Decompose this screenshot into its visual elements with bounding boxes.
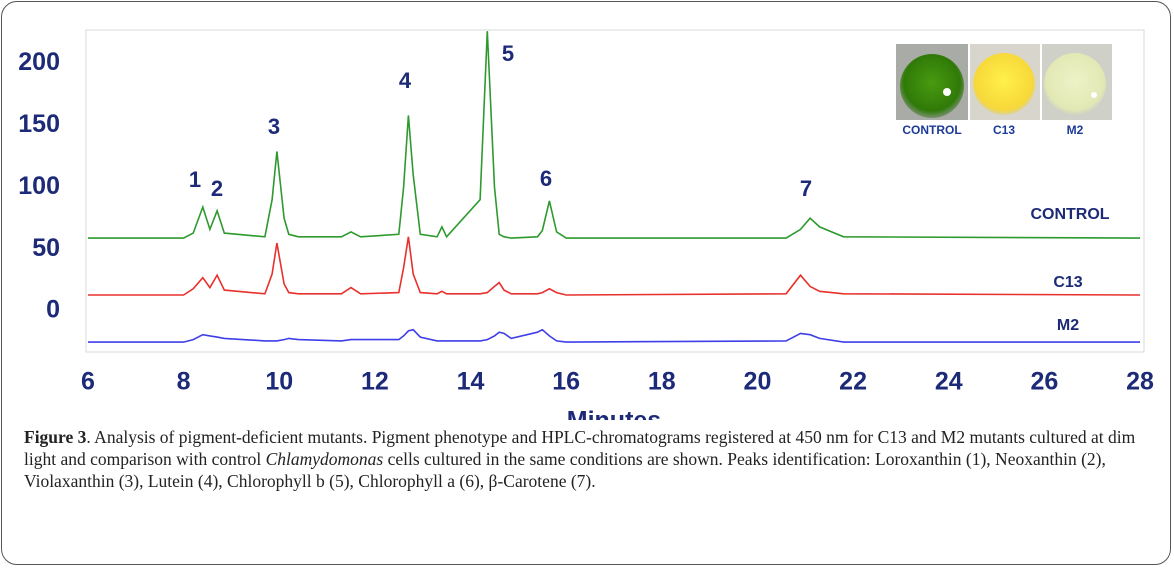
peak-label: 5 [502,41,514,66]
inset-control [900,54,964,118]
peak-label: 7 [800,176,812,201]
plot-frame [85,29,1145,353]
y-tick-label: 50 [32,234,60,262]
x-tick-label: 6 [81,368,95,396]
inset-label: C13 [993,123,1015,137]
inset-m2 [1044,53,1106,115]
peak-label: 2 [211,176,223,201]
x-tick-label: 12 [361,368,389,396]
x-tick-label: 20 [744,368,772,396]
peak-label: 6 [540,166,552,191]
inset-c13 [973,53,1035,115]
y-tick-label: 0 [46,296,60,324]
caption-text: cells cultured in the same conditions ar… [24,449,1106,491]
x-tick-label: 14 [457,368,485,396]
series-label: CONTROL [1030,206,1109,223]
x-tick-label: 8 [177,368,191,396]
x-tick-label: 28 [1126,368,1154,396]
y-tick-label: 100 [18,172,60,200]
caption-italic: Chlamydomonas [265,449,384,469]
inset-highlight [943,88,951,96]
y-tick-label: 200 [18,48,60,76]
x-axis-label: Minutes [567,407,661,420]
x-tick-label: 18 [648,368,676,396]
x-tick-label: 26 [1030,368,1058,396]
caption-text: . Analysis of pigment-deficient mutants.… [24,427,1136,469]
series-line [88,236,1141,296]
y-tick-label: 150 [18,110,60,138]
peak-label: 4 [399,68,412,93]
series-label: C13 [1053,274,1082,291]
series-label: M2 [1057,317,1079,334]
series-line [88,31,1141,239]
chart: 0501001502006810121416182022242628Minute… [18,29,1154,420]
series-line [88,328,1140,343]
caption-label: Figure 3 [24,427,87,447]
caption: Figure 3. Analysis of pigment-deficient … [24,426,1144,492]
inset-label: CONTROL [902,123,961,137]
peak-label: 1 [189,167,201,192]
inset-highlight [1091,92,1097,98]
inset-label: M2 [1067,123,1084,137]
x-tick-label: 24 [935,368,963,396]
x-tick-label: 10 [265,368,293,396]
x-tick-label: 22 [839,368,867,396]
peak-label: 3 [268,114,280,139]
x-tick-label: 16 [552,368,580,396]
